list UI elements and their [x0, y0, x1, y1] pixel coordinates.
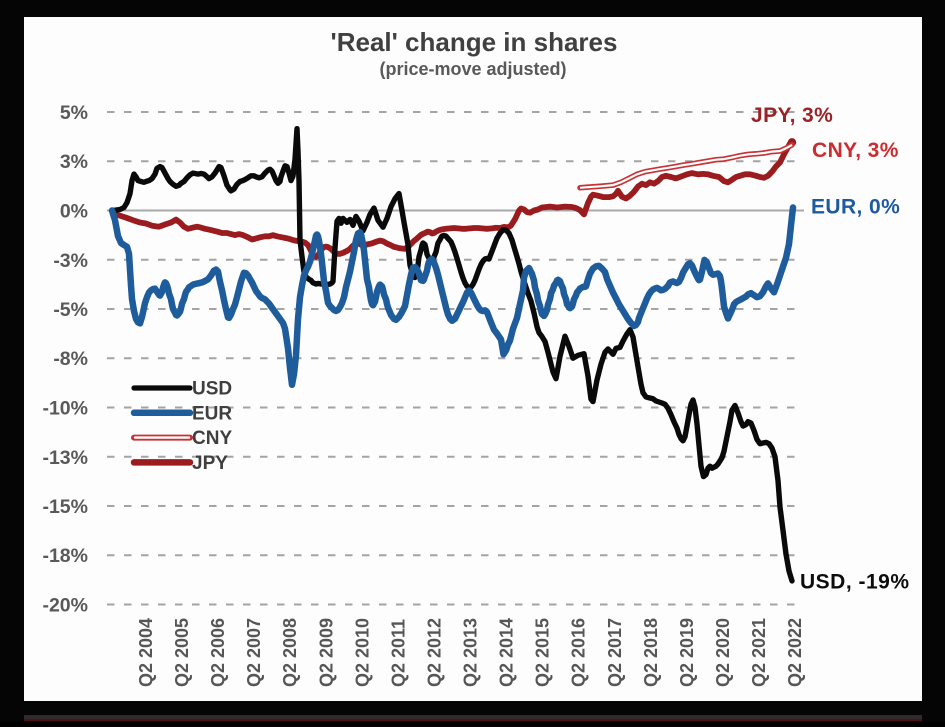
svg-text:Q2 2013: Q2 2013 — [461, 618, 481, 687]
svg-text:EUR, 0%: EUR, 0% — [811, 196, 900, 219]
svg-text:-3%: -3% — [53, 250, 88, 272]
svg-text:Q2 2007: Q2 2007 — [244, 618, 264, 687]
svg-text:Q2 2017: Q2 2017 — [605, 618, 625, 687]
svg-text:5%: 5% — [60, 102, 88, 124]
svg-text:Q2 2012: Q2 2012 — [425, 618, 445, 687]
svg-text:CNY: CNY — [192, 428, 232, 449]
svg-text:Q2 2020: Q2 2020 — [713, 618, 733, 687]
svg-text:Q2 2018: Q2 2018 — [641, 618, 661, 687]
svg-text:CNY, 3%: CNY, 3% — [812, 139, 899, 162]
svg-text:Q2 2008: Q2 2008 — [280, 618, 300, 687]
svg-text:0%: 0% — [60, 201, 88, 223]
svg-text:Q2 2010: Q2 2010 — [352, 618, 372, 687]
svg-text:Q2 2015: Q2 2015 — [533, 618, 553, 687]
svg-text:USD, -19%: USD, -19% — [800, 571, 910, 594]
svg-text:Q2 2019: Q2 2019 — [677, 618, 697, 687]
svg-text:-15%: -15% — [42, 496, 88, 518]
svg-text:Q2 2009: Q2 2009 — [316, 618, 336, 687]
svg-text:Q2 2006: Q2 2006 — [208, 618, 228, 687]
svg-text:JPY: JPY — [192, 453, 228, 474]
svg-text:'Real' change in shares: 'Real' change in shares — [331, 27, 618, 57]
svg-text:Q2 2022: Q2 2022 — [785, 618, 805, 687]
svg-text:EUR: EUR — [192, 403, 232, 424]
svg-text:Q2 2004: Q2 2004 — [136, 618, 156, 687]
svg-text:-8%: -8% — [53, 348, 88, 370]
svg-text:Q2 2016: Q2 2016 — [569, 618, 589, 687]
svg-text:-10%: -10% — [42, 398, 88, 420]
svg-text:-18%: -18% — [42, 545, 88, 567]
svg-text:Q2 2021: Q2 2021 — [749, 618, 769, 687]
svg-text:Q2 2005: Q2 2005 — [172, 618, 192, 687]
svg-text:-20%: -20% — [42, 595, 88, 617]
svg-text:-5%: -5% — [53, 299, 88, 321]
svg-text:Q2 2014: Q2 2014 — [497, 618, 517, 687]
svg-text:JPY, 3%: JPY, 3% — [751, 104, 833, 127]
svg-text:USD: USD — [192, 379, 232, 400]
svg-text:-13%: -13% — [42, 447, 88, 469]
svg-text:Q2 2011: Q2 2011 — [388, 619, 408, 687]
svg-text:3%: 3% — [60, 151, 88, 173]
svg-text:(price-move adjusted): (price-move adjusted) — [379, 59, 566, 79]
